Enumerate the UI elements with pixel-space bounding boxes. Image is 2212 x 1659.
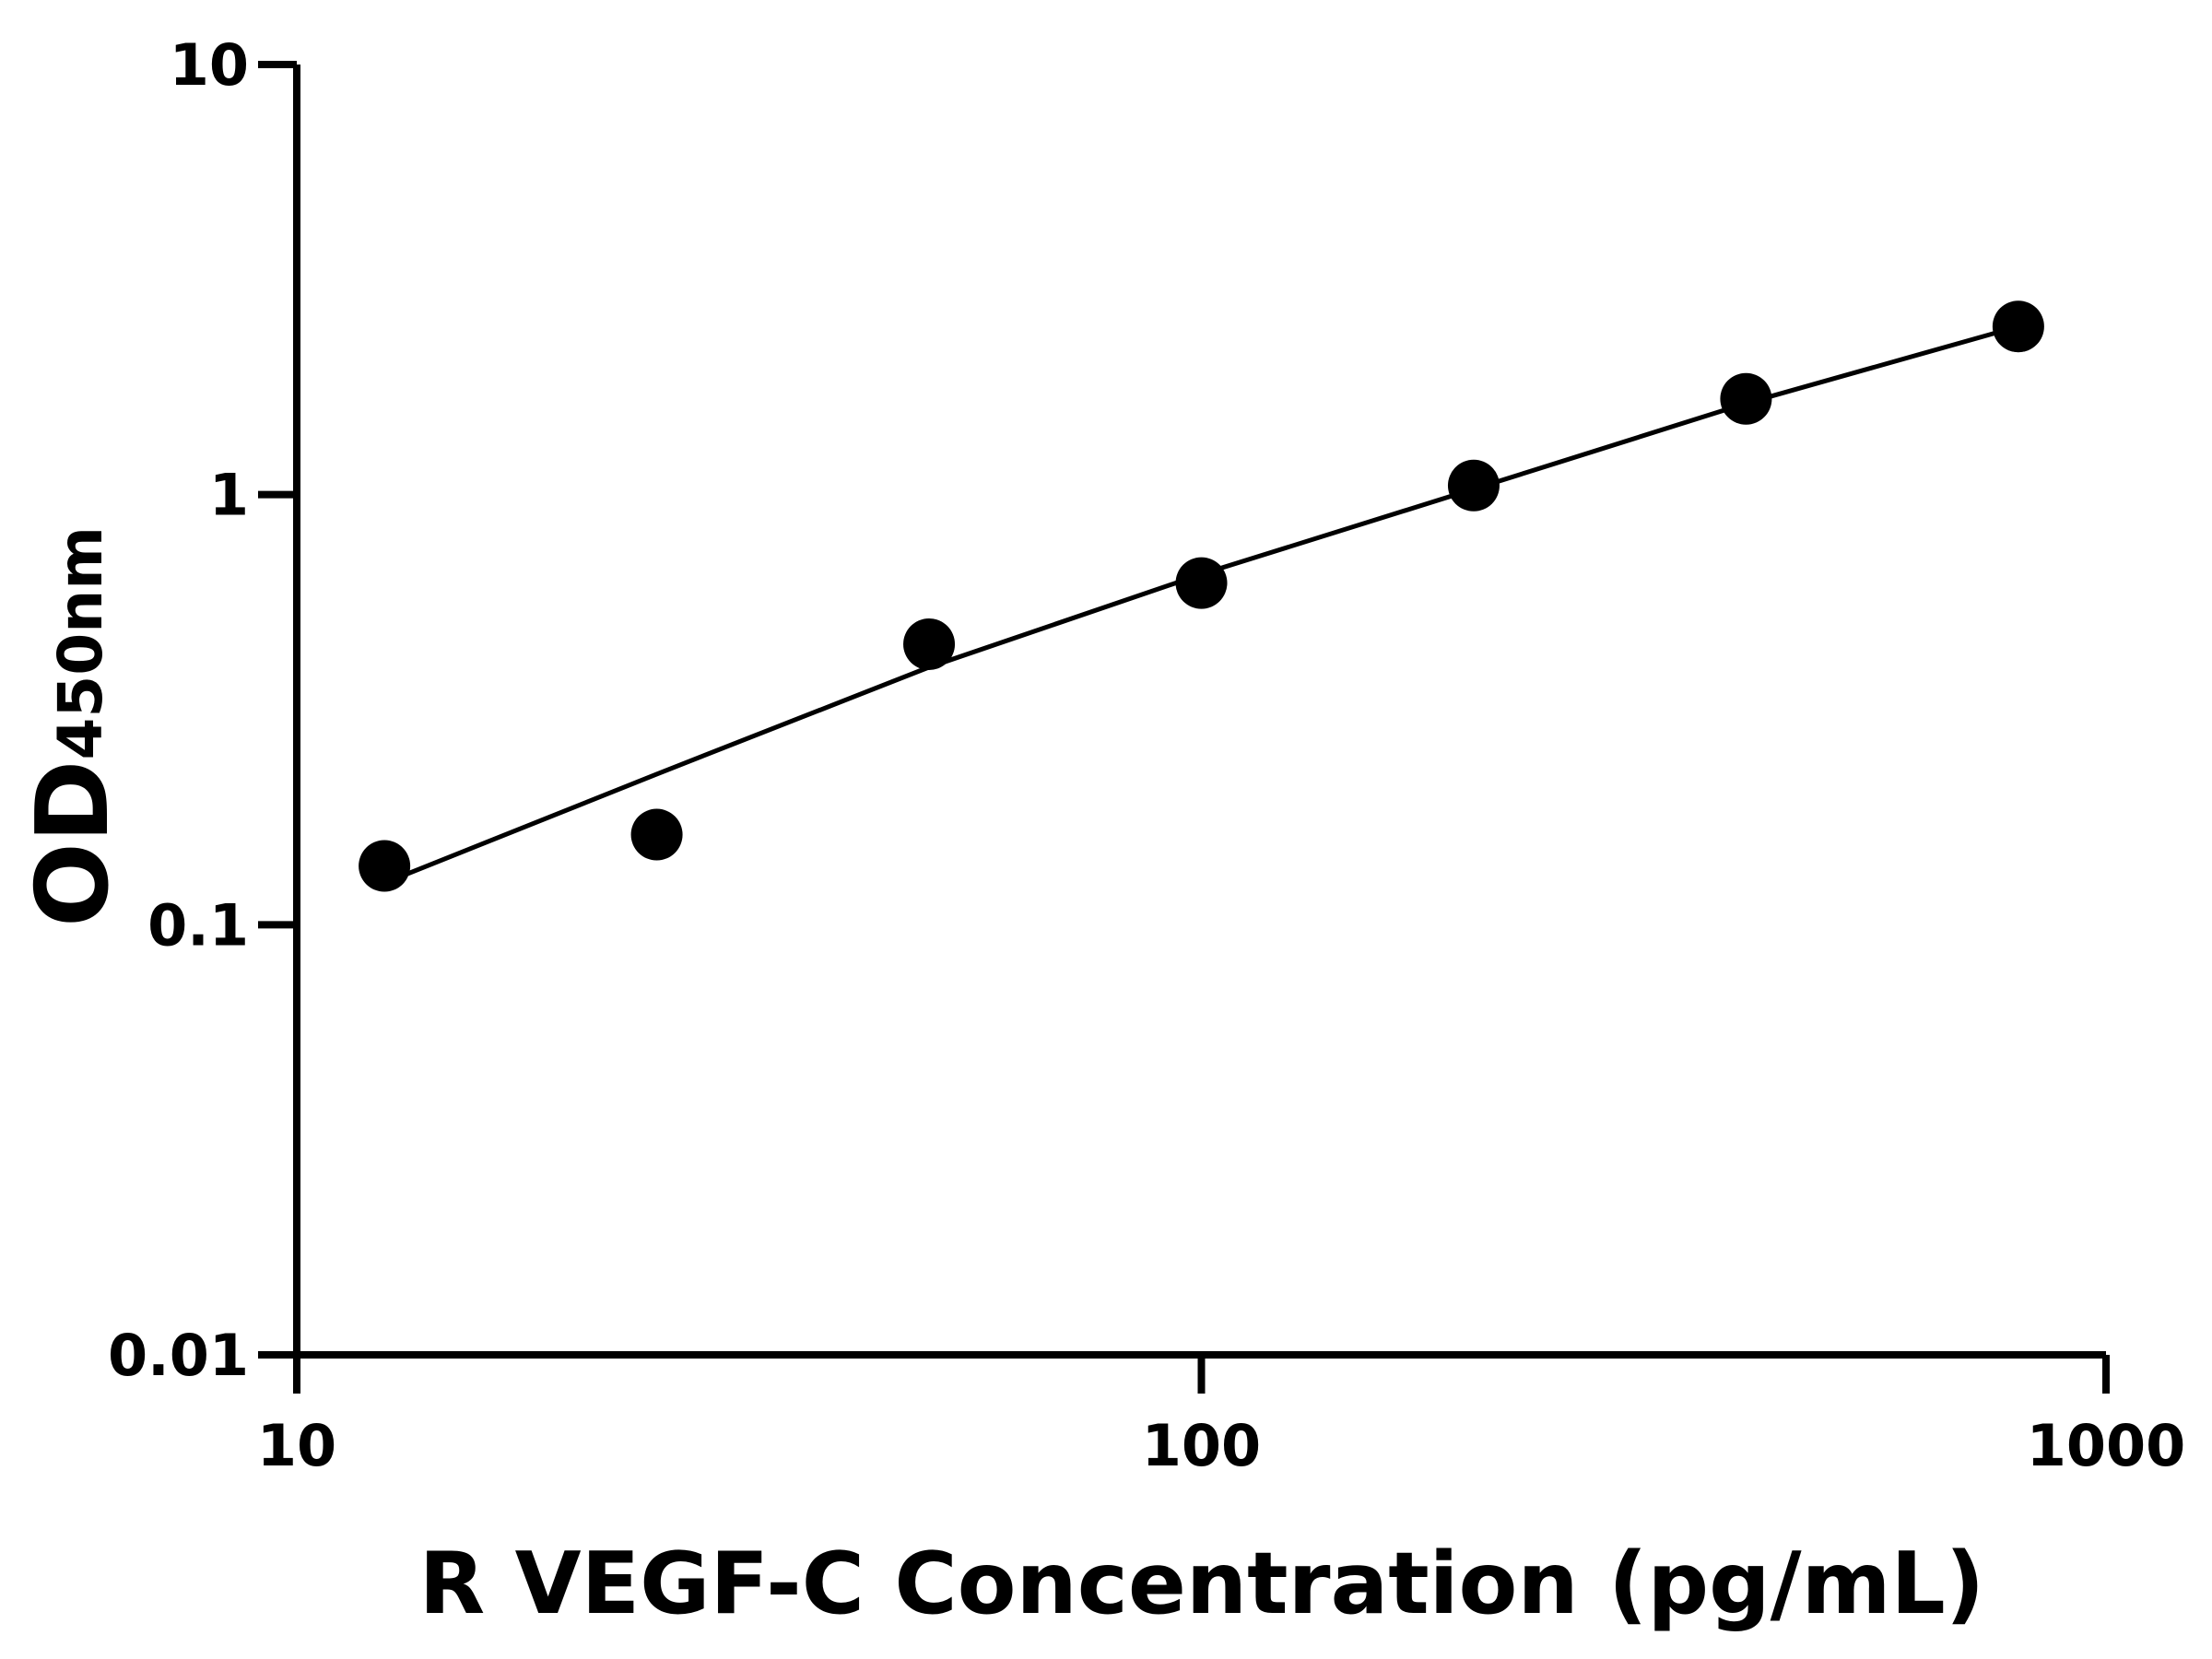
data-point bbox=[1175, 557, 1228, 609]
y-axis-label-main: OD bbox=[16, 760, 131, 927]
data-point bbox=[1447, 459, 1500, 512]
y-axis-label-subscript: 450nm bbox=[45, 526, 116, 760]
y-tick-label: 0.01 bbox=[108, 1322, 249, 1389]
y-tick-label: 0.1 bbox=[147, 891, 249, 959]
x-tick-label: 1000 bbox=[2027, 1412, 2186, 1479]
y-axis-label: OD450nm bbox=[16, 526, 131, 927]
data-point bbox=[1720, 372, 1772, 425]
x-tick-label: 10 bbox=[257, 1412, 336, 1479]
x-axis-label: R VEGF-C Concentration (pg/mL) bbox=[419, 1534, 1985, 1633]
data-point bbox=[903, 618, 956, 670]
y-tick-label: 10 bbox=[170, 31, 249, 99]
data-point bbox=[630, 808, 683, 861]
x-tick-label: 100 bbox=[1142, 1412, 1261, 1479]
y-tick-label: 1 bbox=[209, 462, 249, 529]
data-point bbox=[359, 840, 411, 892]
data-point bbox=[1992, 300, 2044, 353]
